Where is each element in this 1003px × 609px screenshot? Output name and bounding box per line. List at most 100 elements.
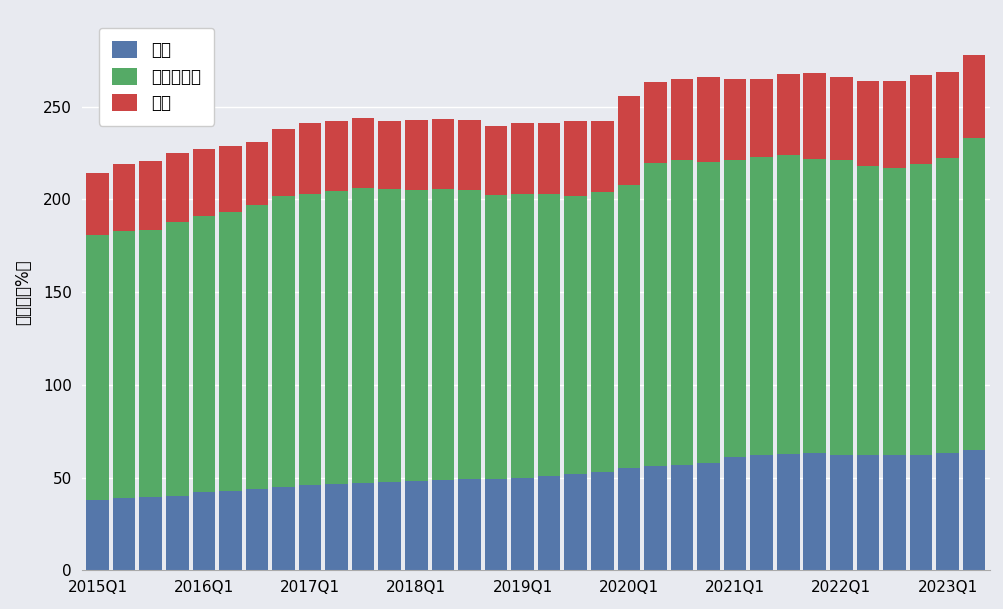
Bar <box>219 491 242 571</box>
Bar <box>404 190 427 481</box>
Bar <box>856 80 879 166</box>
Bar <box>484 479 507 571</box>
Bar <box>538 476 560 571</box>
Bar <box>299 485 321 571</box>
Bar <box>670 79 692 160</box>
Bar <box>165 153 189 222</box>
Bar <box>431 481 453 571</box>
Bar <box>351 188 374 483</box>
Bar <box>696 77 719 162</box>
Bar <box>511 477 534 571</box>
Bar <box>404 119 427 190</box>
Bar <box>484 195 507 479</box>
Bar <box>325 121 348 191</box>
Bar <box>378 189 400 482</box>
Bar <box>219 213 242 491</box>
Bar <box>962 450 985 571</box>
Bar <box>670 465 692 571</box>
Bar <box>139 497 161 571</box>
Bar <box>165 222 189 496</box>
Bar <box>538 194 560 476</box>
Bar <box>723 160 745 457</box>
Bar <box>484 126 507 195</box>
Bar <box>909 164 932 456</box>
Y-axis label: 杆杆率（%）: 杆杆率（%） <box>14 259 32 325</box>
Bar <box>856 456 879 571</box>
Bar <box>617 96 640 185</box>
Bar <box>538 124 560 194</box>
Bar <box>325 484 348 571</box>
Bar <box>591 472 613 571</box>
Bar <box>936 158 958 452</box>
Bar <box>564 121 587 195</box>
Bar <box>644 466 666 571</box>
Bar <box>962 138 985 450</box>
Bar <box>511 194 534 477</box>
Bar <box>457 190 480 479</box>
Bar <box>936 72 958 158</box>
Bar <box>325 191 348 484</box>
Bar <box>644 82 666 163</box>
Bar <box>378 121 400 189</box>
Bar <box>86 174 108 234</box>
Bar <box>962 55 985 138</box>
Bar <box>670 160 692 465</box>
Bar <box>378 482 400 571</box>
Bar <box>749 157 772 456</box>
Bar <box>112 231 135 498</box>
Bar <box>112 164 135 231</box>
Bar <box>299 194 321 485</box>
Bar <box>776 74 798 155</box>
Bar <box>193 493 215 571</box>
Legend: 居民, 非金融企业, 政府: 居民, 非金融企业, 政府 <box>99 28 214 125</box>
Bar <box>219 146 242 213</box>
Bar <box>246 205 268 489</box>
Bar <box>431 119 453 189</box>
Bar <box>246 489 268 571</box>
Bar <box>299 124 321 194</box>
Bar <box>86 500 108 571</box>
Bar <box>272 129 295 195</box>
Bar <box>139 161 161 230</box>
Bar <box>404 481 427 571</box>
Bar <box>591 121 613 192</box>
Bar <box>829 456 852 571</box>
Bar <box>644 163 666 466</box>
Bar <box>802 73 825 158</box>
Bar <box>272 487 295 571</box>
Bar <box>802 452 825 571</box>
Bar <box>617 185 640 468</box>
Bar <box>749 456 772 571</box>
Bar <box>246 142 268 205</box>
Bar <box>591 192 613 472</box>
Bar <box>139 230 161 497</box>
Bar <box>112 498 135 571</box>
Bar <box>909 456 932 571</box>
Bar <box>696 463 719 571</box>
Bar <box>696 162 719 463</box>
Bar <box>723 79 745 160</box>
Bar <box>193 216 215 493</box>
Bar <box>883 456 905 571</box>
Bar <box>165 496 189 571</box>
Bar <box>829 77 852 160</box>
Bar <box>351 118 374 188</box>
Bar <box>829 160 852 456</box>
Bar <box>617 468 640 571</box>
Bar <box>457 479 480 571</box>
Bar <box>749 79 772 157</box>
Bar <box>909 75 932 164</box>
Bar <box>193 149 215 216</box>
Bar <box>511 124 534 194</box>
Bar <box>457 119 480 190</box>
Bar <box>351 483 374 571</box>
Bar <box>723 457 745 571</box>
Bar <box>883 80 905 168</box>
Bar <box>936 452 958 571</box>
Bar <box>564 474 587 571</box>
Bar <box>802 158 825 452</box>
Bar <box>431 189 453 481</box>
Bar <box>86 234 108 500</box>
Bar <box>776 454 798 571</box>
Bar <box>564 195 587 474</box>
